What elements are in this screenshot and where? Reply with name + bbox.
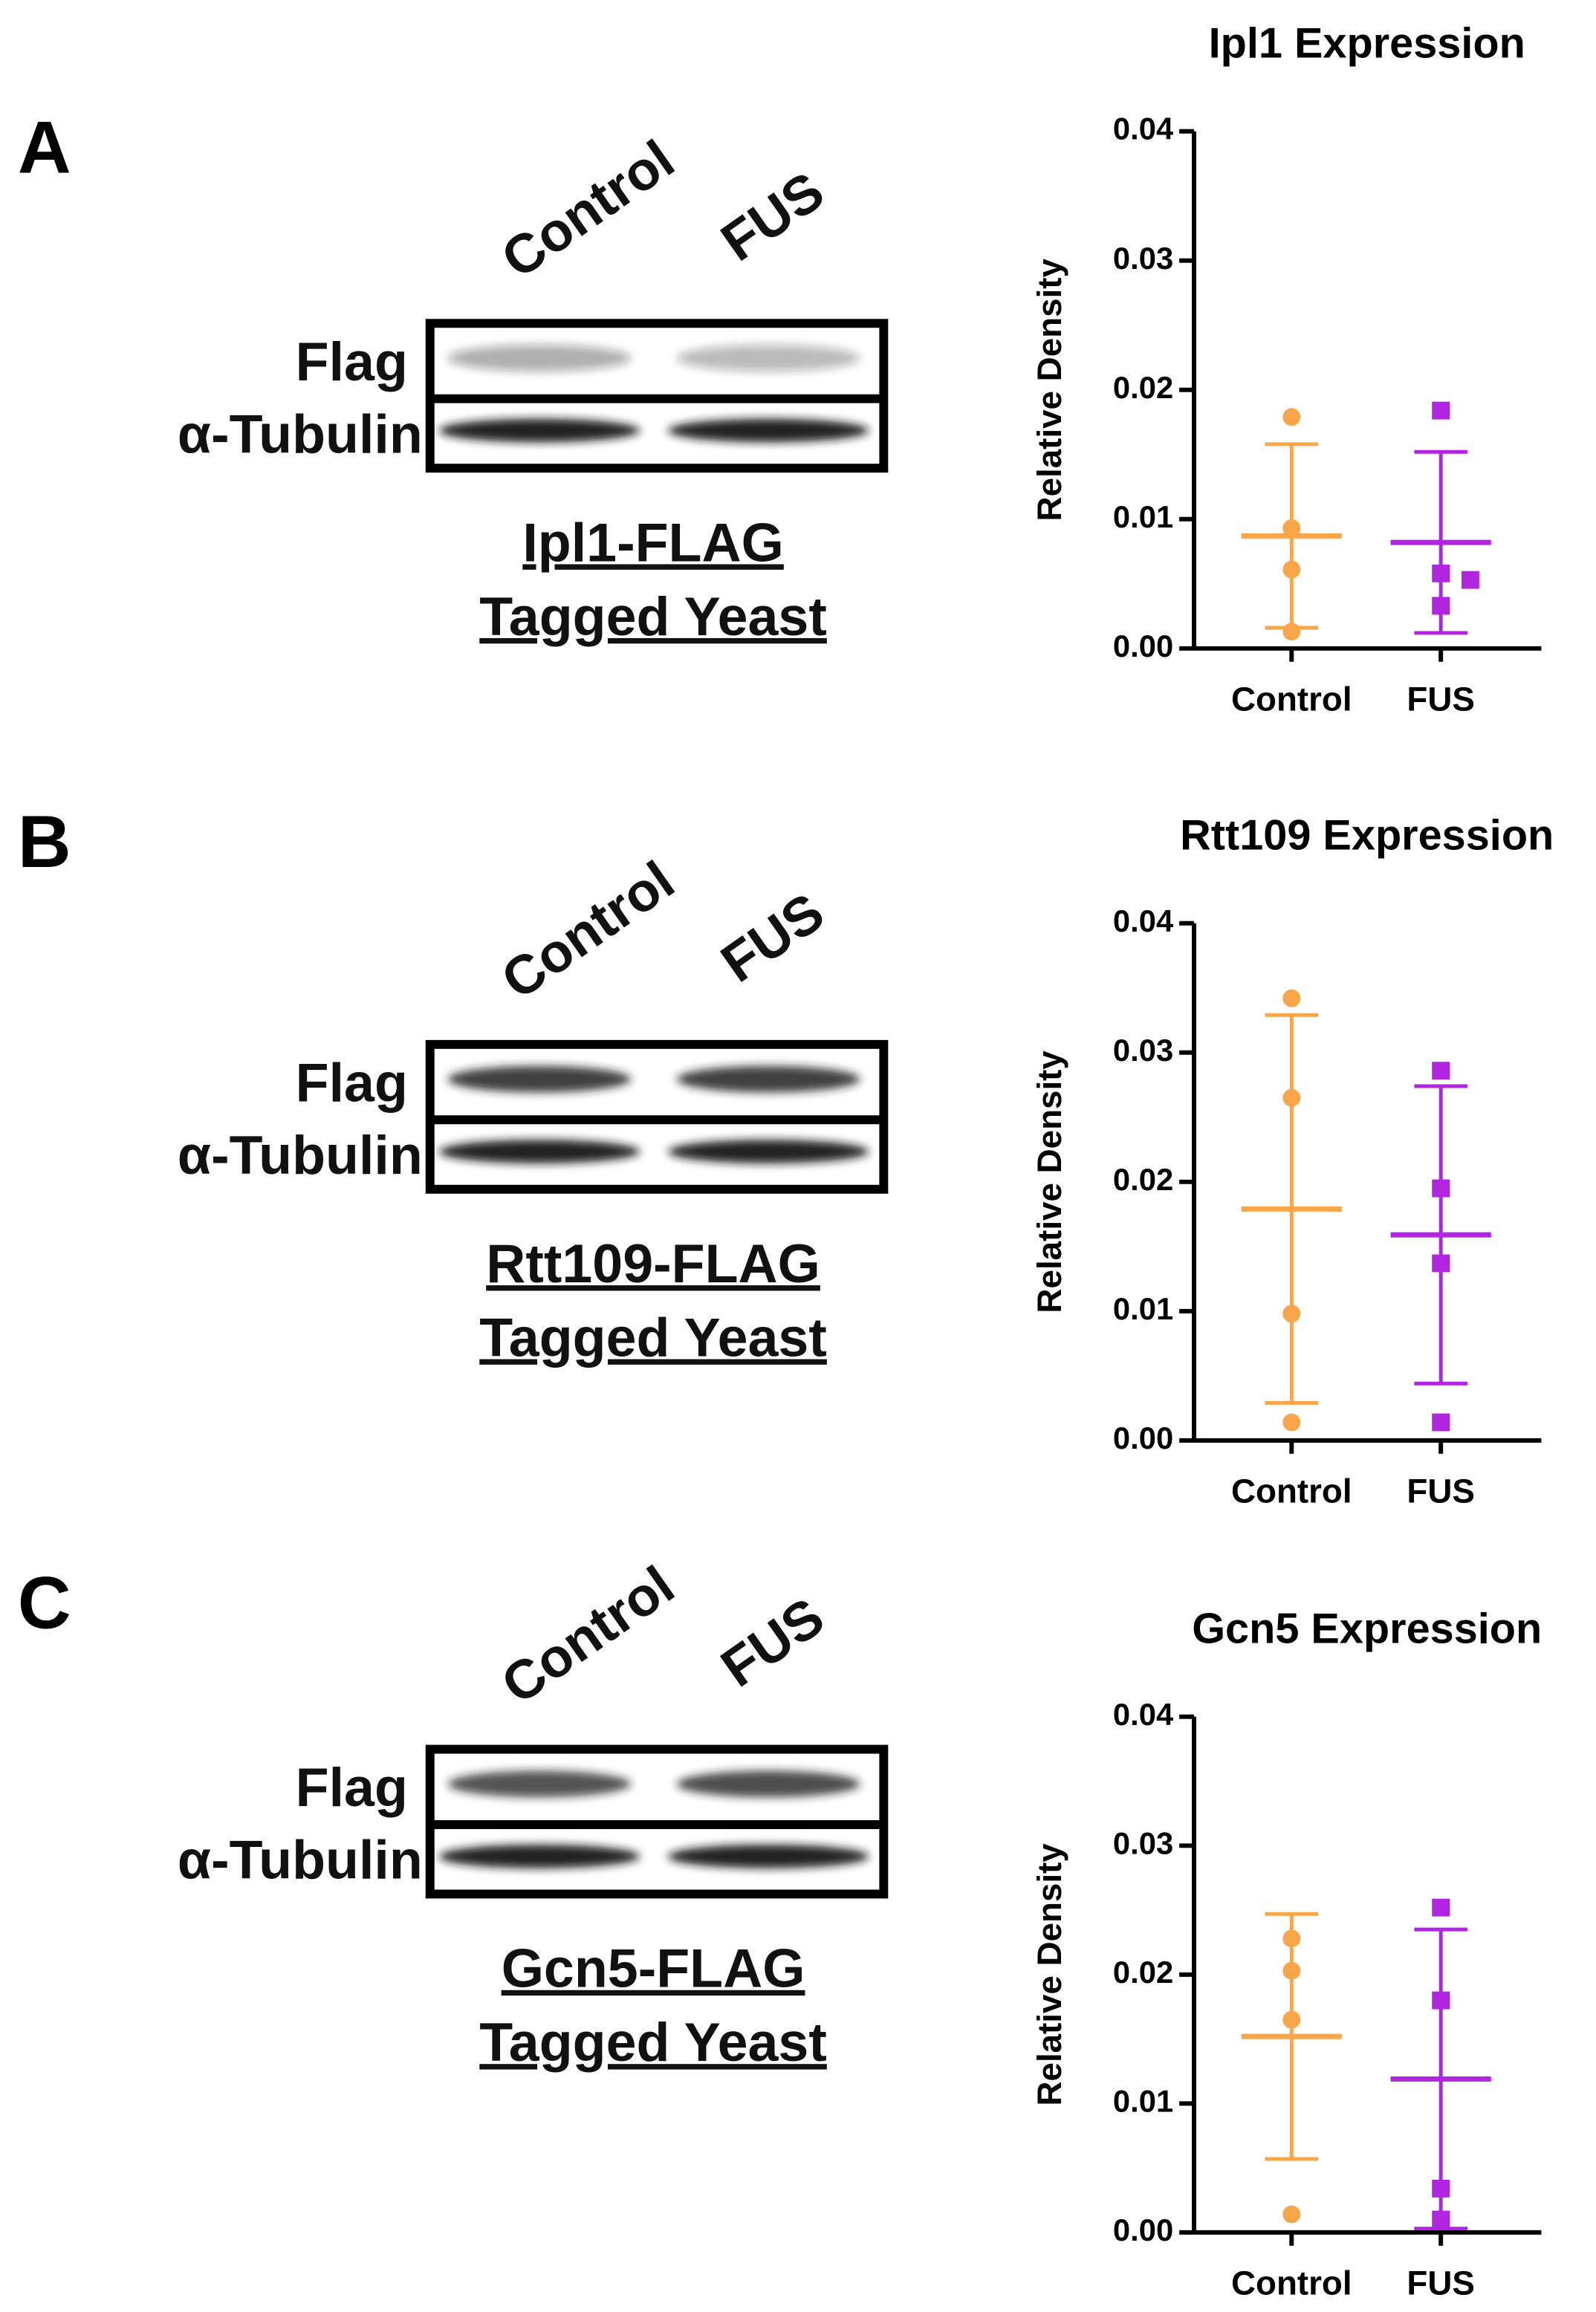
data-point bbox=[1282, 519, 1301, 537]
band bbox=[667, 1844, 869, 1868]
band bbox=[438, 1844, 640, 1868]
lane-label: FUS bbox=[710, 880, 834, 993]
data-point bbox=[1432, 2210, 1450, 2229]
caption: Tagged Yeast bbox=[479, 1306, 827, 1368]
y-tick-label: 0.02 bbox=[1113, 1955, 1173, 1990]
y-axis-label: Relative Density bbox=[1031, 1051, 1068, 1314]
panel-letter: B bbox=[18, 801, 71, 883]
data-point bbox=[1282, 989, 1301, 1007]
band bbox=[676, 1770, 860, 1798]
row-label: Flag bbox=[296, 1051, 408, 1113]
data-point bbox=[1432, 1991, 1450, 2010]
lane-label: FUS bbox=[710, 1585, 834, 1698]
band bbox=[447, 1770, 632, 1798]
data-point bbox=[1282, 1305, 1301, 1323]
band bbox=[667, 1140, 869, 1163]
band bbox=[438, 1140, 640, 1163]
y-tick-label: 0.02 bbox=[1113, 1162, 1173, 1197]
data-point bbox=[1282, 1413, 1301, 1432]
y-axis-label: Relative Density bbox=[1031, 259, 1068, 522]
data-point bbox=[1282, 1088, 1301, 1107]
y-tick-label: 0.01 bbox=[1113, 2083, 1173, 2118]
lane-label: Control bbox=[490, 128, 685, 290]
lane-label: Control bbox=[490, 849, 685, 1011]
data-point bbox=[1432, 2179, 1450, 2198]
x-tick-label: FUS bbox=[1407, 1472, 1474, 1510]
y-tick-label: 0.00 bbox=[1113, 629, 1173, 663]
band bbox=[438, 418, 640, 443]
y-tick-label: 0.00 bbox=[1113, 1420, 1173, 1455]
y-tick-label: 0.03 bbox=[1113, 241, 1173, 276]
y-tick-label: 0.04 bbox=[1113, 1697, 1173, 1732]
data-point bbox=[1282, 408, 1301, 426]
panel-letter: C bbox=[18, 1562, 71, 1644]
chart-title: Ipl1 Expression bbox=[1209, 19, 1525, 67]
band bbox=[447, 1065, 632, 1093]
caption: Tagged Yeast bbox=[479, 2011, 827, 2073]
row-label: α-Tubulin bbox=[178, 403, 423, 464]
data-point bbox=[1432, 401, 1450, 420]
chart-title: Gcn5 Expression bbox=[1192, 1605, 1542, 1652]
data-point bbox=[1462, 571, 1479, 589]
band bbox=[447, 345, 632, 371]
data-point bbox=[1432, 1254, 1450, 1273]
data-point bbox=[1432, 1062, 1450, 1080]
data-point bbox=[1432, 564, 1450, 582]
caption: Tagged Yeast bbox=[479, 585, 827, 647]
data-point bbox=[1432, 1898, 1450, 1917]
caption: Ipl1-FLAG bbox=[522, 511, 784, 573]
x-tick-label: Control bbox=[1231, 1472, 1352, 1510]
caption: Rtt109-FLAG bbox=[486, 1233, 820, 1294]
band bbox=[676, 1065, 860, 1093]
y-tick-label: 0.01 bbox=[1113, 1291, 1173, 1326]
data-point bbox=[1282, 623, 1301, 641]
band bbox=[676, 345, 860, 371]
y-tick-label: 0.00 bbox=[1113, 2212, 1173, 2247]
x-tick-label: Control bbox=[1231, 2264, 1352, 2302]
x-tick-label: Control bbox=[1231, 680, 1352, 718]
y-tick-label: 0.03 bbox=[1113, 1033, 1173, 1068]
y-tick-label: 0.04 bbox=[1113, 111, 1173, 146]
y-tick-label: 0.01 bbox=[1113, 499, 1173, 534]
y-axis-label: Relative Density bbox=[1031, 1843, 1068, 2106]
data-point bbox=[1432, 597, 1450, 615]
chart-title: Rtt109 Expression bbox=[1180, 811, 1554, 859]
y-tick-label: 0.02 bbox=[1113, 370, 1173, 405]
data-point bbox=[1282, 1929, 1301, 1948]
row-label: α-Tubulin bbox=[178, 1124, 423, 1186]
data-point bbox=[1432, 1413, 1450, 1432]
data-point bbox=[1282, 1961, 1301, 1980]
lane-label: Control bbox=[490, 1553, 685, 1715]
data-point bbox=[1282, 2205, 1301, 2224]
data-point bbox=[1432, 1179, 1450, 1198]
row-label: Flag bbox=[296, 331, 408, 392]
x-tick-label: FUS bbox=[1407, 2264, 1474, 2302]
x-tick-label: FUS bbox=[1407, 680, 1474, 718]
data-point bbox=[1282, 560, 1301, 579]
band bbox=[667, 418, 869, 443]
row-label: α-Tubulin bbox=[178, 1829, 423, 1891]
lane-label: FUS bbox=[710, 160, 834, 273]
row-label: Flag bbox=[296, 1756, 408, 1818]
data-point bbox=[1282, 2010, 1301, 2029]
y-tick-label: 0.03 bbox=[1113, 1825, 1173, 1860]
panel-letter: A bbox=[18, 106, 71, 189]
caption: Gcn5-FLAG bbox=[502, 1938, 805, 1999]
y-tick-label: 0.04 bbox=[1113, 903, 1173, 938]
